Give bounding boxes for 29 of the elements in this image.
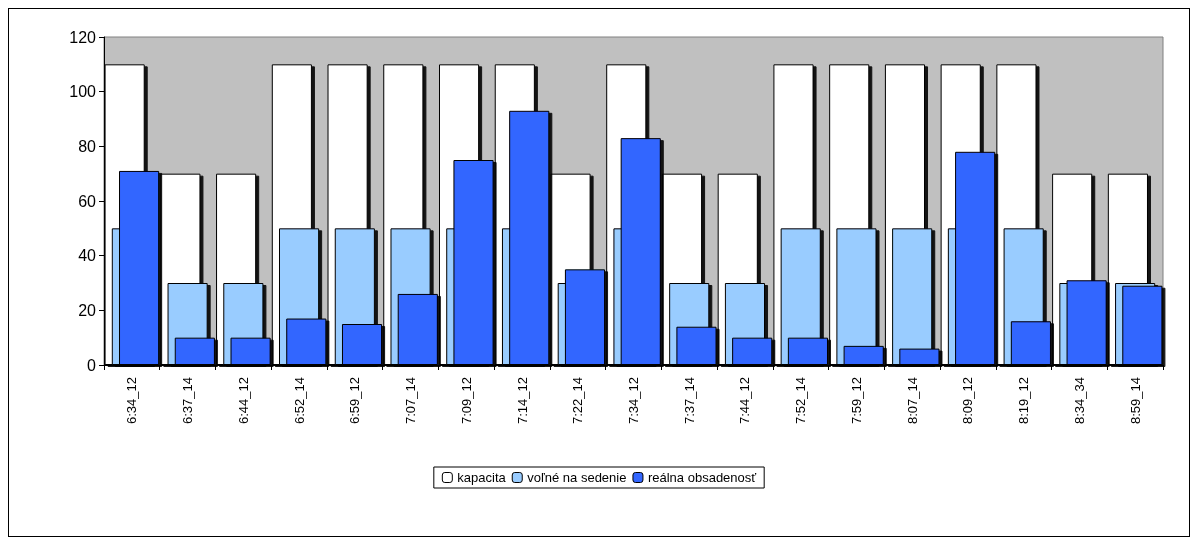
x-tick-label: 8:34_34 [1071, 377, 1087, 424]
x-tick-label: 8:09_12 [960, 377, 976, 424]
x-tick-label: 6:52_14 [291, 377, 307, 424]
x-tick-label: 6:37_14 [180, 377, 196, 424]
x-tick-label: 6:34_12 [124, 377, 140, 424]
y-tick-label: 120 [69, 28, 97, 46]
y-tick-label: 80 [78, 137, 97, 155]
x-tick-label: 8:59_14 [1127, 377, 1143, 424]
x-tick-label: 7:37_14 [681, 377, 697, 424]
x-tick-label: 7:09_12 [458, 377, 474, 424]
x-tick-label: 7:59_12 [848, 377, 864, 424]
x-tick-label: 8:19_12 [1016, 377, 1032, 424]
y-tick-label: 60 [78, 192, 97, 210]
x-tick-label: 7:34_12 [626, 377, 641, 424]
x-tick-label: 8:07_14 [904, 377, 920, 424]
x-tick-label: 7:07_14 [403, 377, 419, 424]
legend-label: kapacita [457, 470, 507, 485]
y-tick-label: 40 [78, 247, 97, 265]
y-tick-label: 0 [87, 356, 97, 374]
x-tick-label: 7:52_14 [793, 377, 809, 424]
x-tick-label: 7:44_12 [737, 377, 753, 424]
x-tick-label: 6:44_12 [235, 377, 251, 424]
x-tick-label: 7:22_14 [570, 377, 586, 424]
x-tick-label: 7:14_12 [514, 377, 530, 424]
legend-label: voľné na sedenie [527, 470, 627, 485]
legend-label: reálna obsadenosť [647, 470, 757, 485]
y-tick-label: 100 [69, 83, 97, 101]
y-tick-label: 20 [78, 301, 97, 319]
x-tick-label: 6:59_12 [347, 377, 363, 424]
